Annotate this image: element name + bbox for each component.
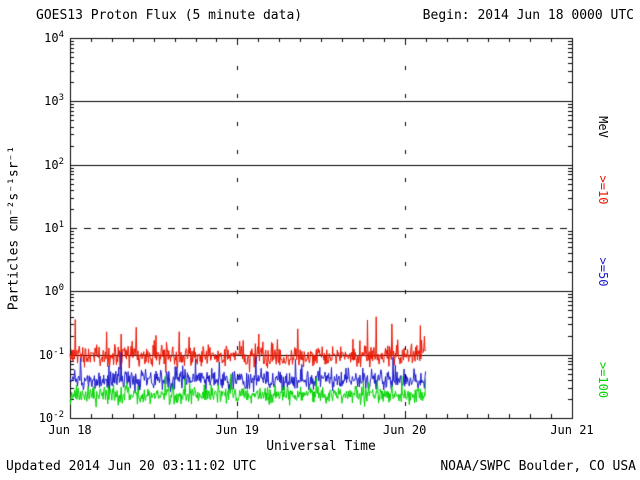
right-axis-threshold-label: >=50 (596, 257, 610, 287)
y-tick-label: 101 (44, 220, 64, 235)
right-axis-threshold-label: >=100 (596, 361, 610, 399)
x-tick-label: Jun 20 (382, 423, 427, 437)
x-tick-label: Jun 21 (550, 423, 594, 437)
y-tick-label: 104 (44, 30, 64, 45)
right-axis-threshold-label: >=10 (596, 175, 610, 205)
x-tick-label: Jun 18 (48, 423, 92, 437)
y-tick-label: 103 (44, 93, 64, 109)
x-axis-label: Universal Time (266, 439, 376, 454)
credit-text: NOAA/SWPC Boulder, CO USA (440, 459, 636, 474)
updated-timestamp: Updated 2014 Jun 20 03:11:02 UTC (6, 459, 257, 474)
right-axis-unit-label: MeV (596, 116, 610, 138)
y-tick-label: 102 (44, 156, 64, 172)
y-tick-label: 100 (44, 283, 64, 299)
x-tick-label: Jun 19 (215, 423, 259, 437)
y-tick-label: 10-1 (38, 346, 64, 362)
y-tick-label: 10-2 (38, 410, 64, 425)
